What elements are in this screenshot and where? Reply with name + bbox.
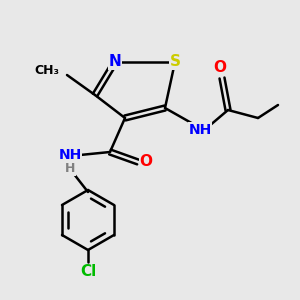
Text: Cl: Cl bbox=[80, 265, 96, 280]
Text: O: O bbox=[214, 61, 226, 76]
Text: O: O bbox=[140, 154, 152, 169]
Text: NH: NH bbox=[188, 123, 212, 137]
Text: CH₃: CH₃ bbox=[34, 64, 59, 77]
Text: NH: NH bbox=[58, 148, 82, 162]
Text: S: S bbox=[169, 55, 181, 70]
Text: H: H bbox=[65, 163, 75, 176]
Text: N: N bbox=[109, 55, 122, 70]
